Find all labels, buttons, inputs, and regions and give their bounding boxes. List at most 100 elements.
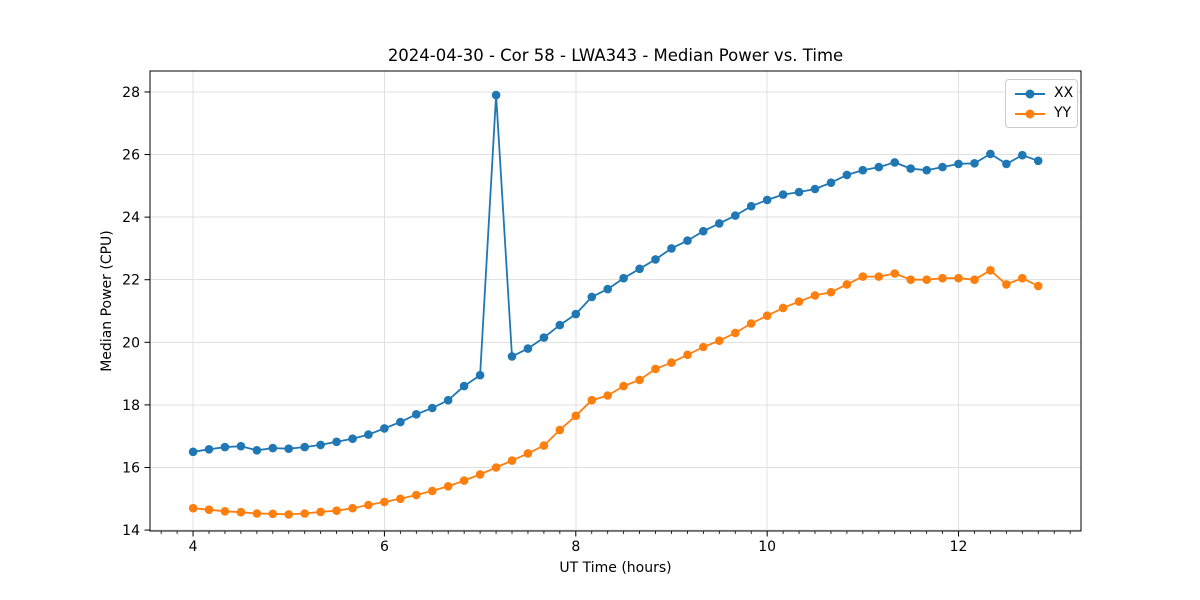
- y-tick-label: 20: [122, 335, 140, 351]
- series-xx-point: [507, 352, 517, 361]
- series-yy-point: [396, 494, 405, 504]
- y-tick-label: 14: [122, 523, 140, 539]
- legend-item-xx: XX: [1015, 86, 1073, 101]
- series-yy-point: [268, 509, 278, 519]
- series-xx-point: [746, 201, 756, 211]
- series-yy-point: [188, 503, 198, 513]
- series-yy-point: [412, 490, 421, 500]
- series-yy-point: [555, 425, 565, 435]
- series-yy-point: [683, 350, 692, 360]
- x-tick-label: 12: [950, 539, 968, 555]
- series-yy-point: [459, 476, 469, 485]
- series-xx-point: [491, 90, 501, 100]
- series-yy-point: [986, 266, 995, 275]
- series-xx-point: [1018, 150, 1027, 160]
- y-tick-label: 26: [122, 148, 140, 164]
- series-yy-point: [731, 328, 740, 338]
- series-xx-point: [268, 443, 278, 453]
- legend-label-xx: XX: [1054, 85, 1074, 101]
- series-yy-point: [1033, 281, 1043, 291]
- series-yy-point: [1018, 273, 1027, 283]
- series-xx-point: [954, 159, 963, 169]
- chart-title: 2024-04-30 - Cor 58 - LWA343 - Median Po…: [387, 46, 844, 65]
- series-yy-point: [954, 273, 963, 283]
- series-xx-point: [826, 178, 836, 187]
- y-tick-label: 18: [122, 398, 140, 414]
- series-xx-point: [459, 381, 469, 391]
- series-xx-point: [906, 164, 915, 173]
- series-yy-point: [874, 272, 884, 281]
- series-xx-point: [587, 292, 597, 302]
- series-yy-point: [746, 319, 756, 328]
- series-xx-point: [396, 417, 405, 427]
- series-yy-point: [938, 273, 947, 283]
- series-yy-point: [443, 482, 453, 491]
- series-xx-point: [922, 165, 931, 175]
- series-xx-point: [316, 440, 325, 450]
- series-xx-point: [635, 264, 644, 274]
- series-xx-point: [970, 159, 979, 168]
- x-tick-label: 4: [189, 539, 198, 555]
- series-yy-point: [906, 275, 915, 285]
- series-yy-point: [826, 287, 836, 297]
- series-xx-point: [715, 219, 724, 228]
- series-xx-point: [762, 195, 772, 205]
- series-yy-point: [380, 497, 389, 507]
- x-tick-label: 6: [380, 539, 389, 555]
- series-yy-point: [619, 381, 628, 391]
- series-yy-point: [220, 507, 230, 516]
- series-yy-point: [539, 441, 549, 450]
- series-yy-point: [364, 500, 373, 510]
- series-xx-point: [731, 211, 740, 220]
- axes-frame: [149, 70, 1082, 532]
- series-yy-point: [284, 510, 294, 519]
- series-yy-point: [890, 269, 899, 278]
- y-tick-label: 24: [122, 210, 140, 226]
- series-xx-point: [204, 445, 214, 454]
- y-axis-label: Median Power (CPU): [99, 230, 115, 372]
- y-tick-label: 22: [122, 273, 140, 289]
- series-xx-point: [188, 447, 198, 457]
- series-xx-point: [938, 162, 947, 172]
- series-yy-point: [858, 272, 868, 281]
- x-tick-label: 10: [758, 539, 776, 555]
- series-yy-point: [651, 364, 660, 374]
- series-yy-point: [428, 486, 437, 496]
- series-yy-point: [523, 449, 533, 458]
- series-yy-point: [778, 303, 788, 313]
- series-xx-line: [192, 94, 1040, 453]
- legend-line-marker-yy-icon: [1015, 109, 1045, 118]
- series-yy-point: [715, 336, 724, 346]
- series-yy-point: [316, 507, 325, 517]
- series-xx-point: [1002, 159, 1011, 169]
- series-xx-point: [571, 309, 581, 319]
- series-xx-point: [683, 236, 692, 245]
- series-yy-point: [571, 411, 581, 421]
- series-xx-point: [778, 190, 788, 199]
- series-xx-point: [986, 149, 995, 159]
- series-xx-point: [651, 255, 660, 264]
- series-xx-point: [603, 284, 612, 294]
- series-xx-point: [874, 162, 884, 172]
- legend-item-yy: YY: [1015, 106, 1071, 121]
- series-yy-point: [842, 280, 852, 289]
- series-yy-point: [762, 311, 772, 321]
- x-tick-label: 8: [571, 539, 580, 555]
- series-xx-point: [667, 244, 676, 253]
- legend: XX YY: [1005, 79, 1078, 128]
- y-tick-label: 28: [122, 85, 140, 101]
- legend-line-marker-xx-icon: [1015, 89, 1045, 98]
- series-xx-point: [810, 184, 820, 194]
- series-xx-point: [300, 442, 310, 452]
- y-tick-label: 16: [122, 460, 140, 476]
- series-xx-point: [443, 395, 453, 405]
- series-yy-point: [348, 503, 357, 513]
- series-xx-point: [252, 446, 262, 455]
- series-yy-line: [192, 269, 1040, 516]
- series-yy-point: [635, 375, 644, 385]
- series-xx-point: [220, 442, 230, 452]
- series-xx-point: [619, 273, 628, 283]
- series-yy-point: [236, 507, 246, 517]
- series-yy-point: [475, 470, 485, 479]
